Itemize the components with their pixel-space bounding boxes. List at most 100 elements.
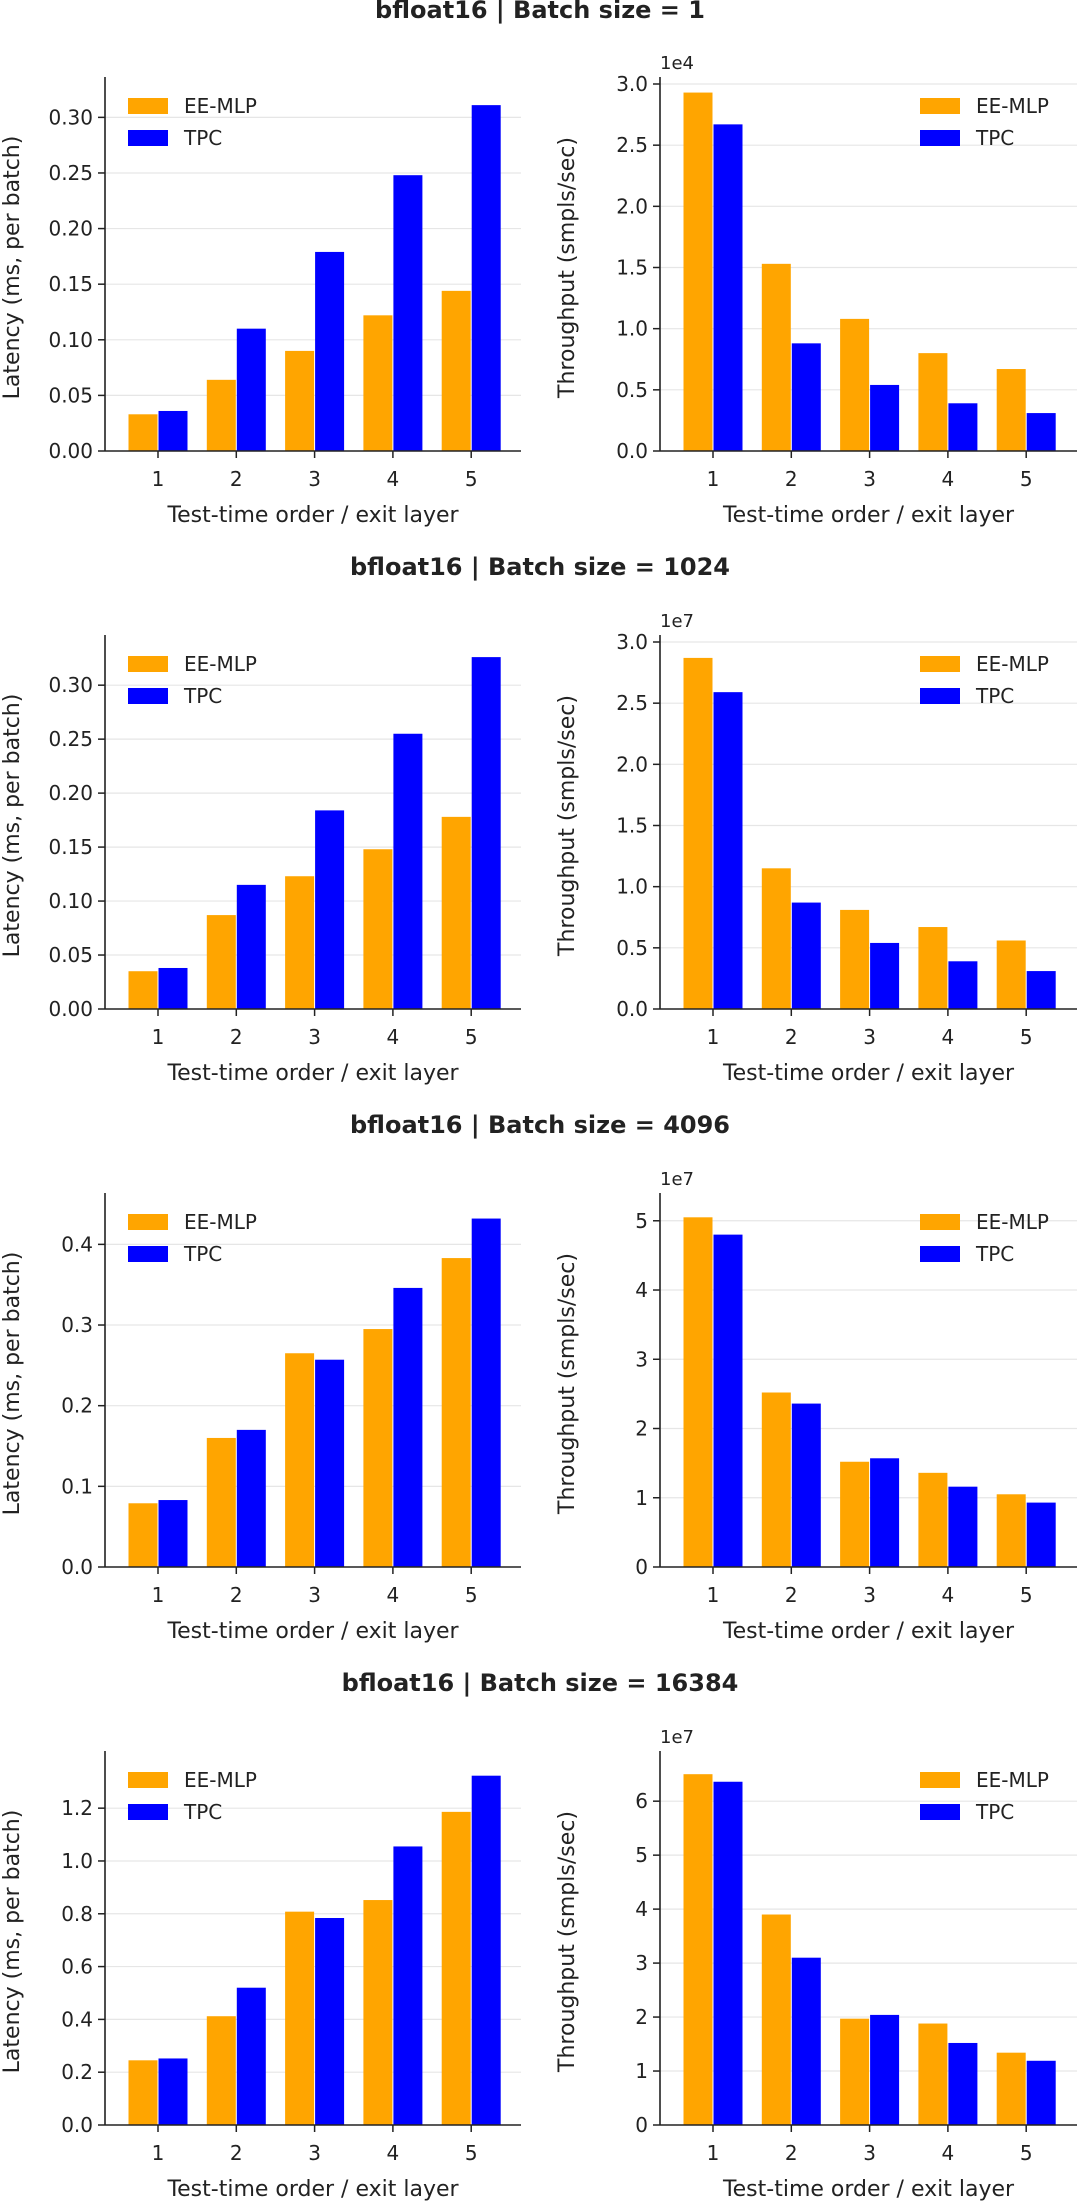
y-tick-label: 0.1 [61, 1474, 93, 1498]
y-tick-label: 2.5 [616, 691, 648, 715]
y-tick-label: 0.3 [61, 1313, 93, 1337]
x-tick-label: 3 [308, 2141, 321, 2165]
bar-ee-mlp-1 [683, 1217, 713, 1567]
x-tick-label: 3 [863, 467, 876, 491]
y-tick-label: 2 [635, 2005, 648, 2029]
y-tick-label: 1.5 [616, 256, 648, 280]
y-tick-label: 0.05 [48, 383, 93, 407]
bar-tpc-5 [1026, 2060, 1056, 2125]
y-tick-label: 0.25 [48, 161, 93, 185]
y-tick-label: 0.5 [616, 378, 648, 402]
bar-ee-mlp-1 [683, 92, 713, 452]
y-tick-label: 1.0 [616, 317, 648, 341]
y-tick-label: 3 [635, 1951, 648, 1975]
legend-label-tpc: TPC [183, 1800, 222, 1824]
bar-tpc-1 [713, 1234, 743, 1567]
legend-swatch-ee-mlp [920, 98, 960, 114]
legend-label-ee-mlp: EE-MLP [184, 652, 257, 676]
x-tick-label: 2 [785, 1025, 798, 1049]
bar-ee-mlp-2 [761, 1392, 791, 1567]
bar-ee-mlp-3 [840, 1461, 870, 1567]
y-tick-label: 1.0 [616, 875, 648, 899]
bar-ee-mlp-5 [441, 290, 471, 451]
bar-ee-mlp-1 [128, 1503, 158, 1567]
legend-swatch-ee-mlp [128, 98, 168, 114]
bar-ee-mlp-2 [206, 1437, 236, 1567]
y-axis-label: Latency (ms, per batch) [0, 694, 25, 958]
bar-ee-mlp-4 [918, 927, 948, 1009]
x-tick-label: 2 [785, 2141, 798, 2165]
bar-tpc-4 [393, 733, 423, 1009]
axis-offset-label: 1e7 [660, 611, 694, 632]
legend-label-ee-mlp: EE-MLP [976, 1210, 1049, 1234]
x-tick-label: 1 [707, 1025, 720, 1049]
bar-ee-mlp-4 [918, 2023, 948, 2125]
bar-tpc-1 [158, 967, 188, 1009]
y-tick-label: 0.25 [48, 727, 93, 751]
y-tick-label: 3.0 [616, 72, 648, 96]
legend-swatch-tpc [920, 1804, 960, 1820]
y-tick-label: 0.0 [61, 2113, 93, 2137]
legend-label-ee-mlp: EE-MLP [976, 94, 1049, 118]
y-tick-label: 5 [635, 1843, 648, 1867]
y-tick-label: 0.2 [61, 2060, 93, 2084]
bar-ee-mlp-2 [761, 868, 791, 1009]
y-axis-label: Throughput (smpls/sec) [555, 137, 580, 399]
section-title-batch-1024: bfloat16 | Batch size = 1024 [349, 553, 730, 581]
legend-label-tpc: TPC [975, 1800, 1014, 1824]
axis-offset-label: 1e7 [660, 1727, 694, 1748]
bar-tpc-3 [315, 251, 345, 451]
bar-ee-mlp-5 [996, 940, 1026, 1009]
legend-label-tpc: TPC [183, 126, 222, 150]
bar-tpc-3 [870, 2014, 900, 2125]
x-tick-label: 5 [1020, 2141, 1033, 2165]
bar-tpc-2 [236, 1987, 266, 2125]
bar-tpc-1 [713, 124, 743, 452]
legend-swatch-tpc [128, 1246, 168, 1262]
x-tick-label: 4 [942, 467, 955, 491]
y-tick-label: 0.30 [48, 105, 93, 129]
x-tick-label: 2 [785, 467, 798, 491]
section-title-batch-16384: bfloat16 | Batch size = 16384 [341, 1669, 739, 1697]
bar-ee-mlp-1 [128, 2060, 158, 2125]
y-tick-label: 2 [635, 1417, 648, 1441]
x-tick-label: 4 [942, 1025, 955, 1049]
y-tick-label: 0.15 [48, 272, 93, 296]
bar-ee-mlp-5 [441, 1811, 471, 2125]
bar-ee-mlp-4 [363, 1329, 393, 1567]
x-tick-label: 5 [465, 1583, 478, 1607]
legend-swatch-ee-mlp [920, 656, 960, 672]
legend-swatch-tpc [128, 688, 168, 704]
bar-tpc-5 [471, 1218, 501, 1567]
x-axis-label: Test-time order / exit layer [166, 2177, 459, 2202]
bar-tpc-2 [236, 328, 266, 451]
x-tick-label: 5 [465, 2141, 478, 2165]
legend-label-tpc: TPC [975, 126, 1014, 150]
bar-tpc-5 [1026, 971, 1056, 1009]
y-axis-label: Latency (ms, per batch) [0, 136, 25, 400]
bar-tpc-2 [791, 343, 821, 451]
bar-tpc-3 [315, 1918, 345, 2125]
x-axis-label: Test-time order / exit layer [166, 1619, 459, 1644]
x-axis-label: Test-time order / exit layer [166, 503, 459, 528]
bar-tpc-1 [158, 410, 188, 451]
bar-tpc-2 [236, 1429, 266, 1567]
legend-swatch-tpc [920, 688, 960, 704]
y-tick-label: 6 [635, 1789, 648, 1813]
x-tick-label: 2 [785, 1583, 798, 1607]
bar-tpc-5 [471, 105, 501, 451]
legend-swatch-tpc [920, 130, 960, 146]
x-tick-label: 4 [942, 1583, 955, 1607]
bar-ee-mlp-3 [285, 876, 315, 1009]
legend-label-ee-mlp: EE-MLP [184, 94, 257, 118]
y-tick-label: 4 [635, 1278, 648, 1302]
y-tick-label: 1 [635, 2059, 648, 2083]
x-tick-label: 4 [387, 1583, 400, 1607]
y-tick-label: 1.5 [616, 814, 648, 838]
y-tick-label: 0.05 [48, 943, 93, 967]
axis-offset-label: 1e7 [660, 1169, 694, 1190]
